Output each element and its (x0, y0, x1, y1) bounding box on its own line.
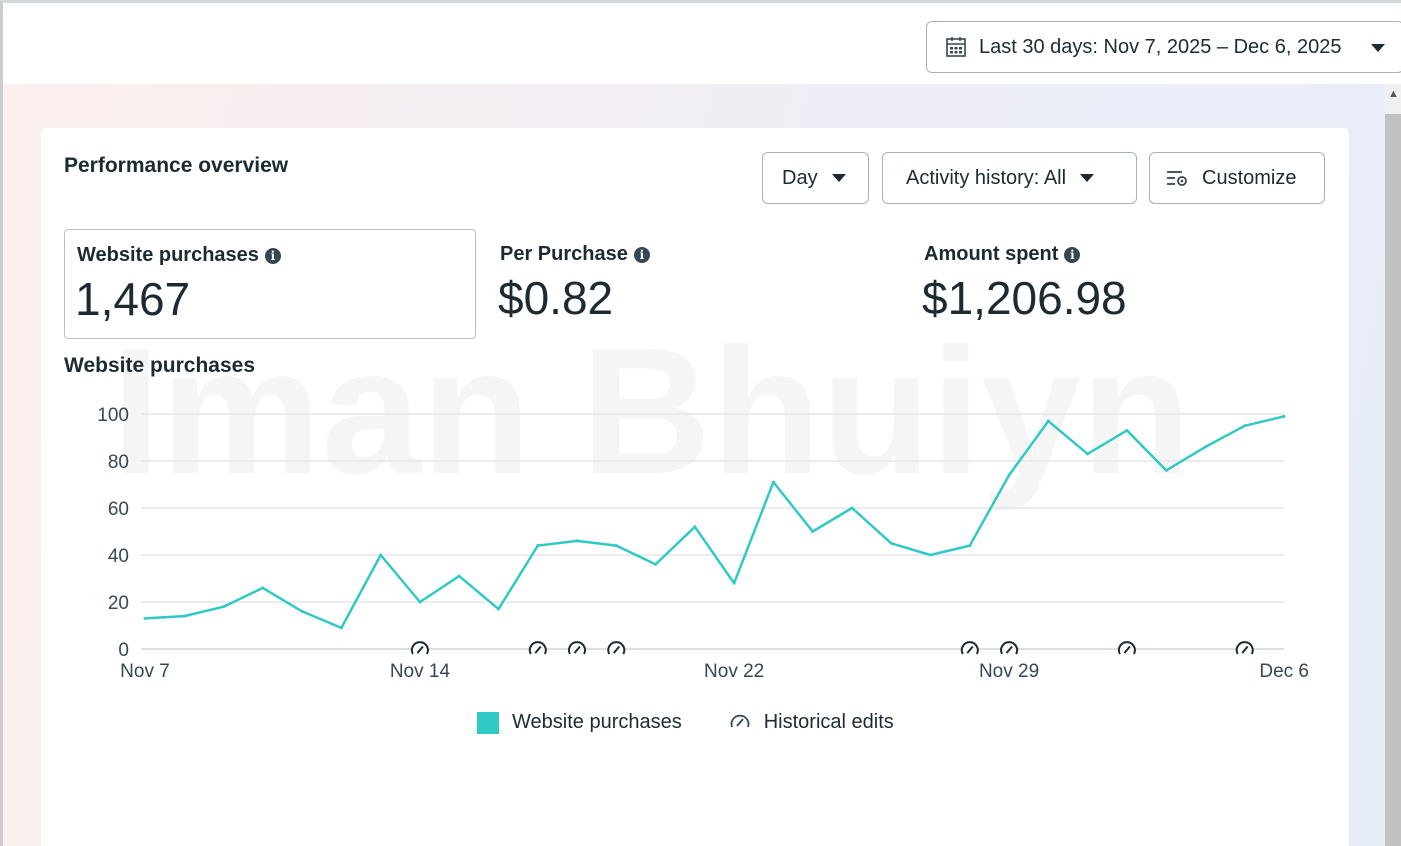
card-title: Performance overview (64, 154, 289, 177)
date-range-picker[interactable]: Last 30 days: Nov 7, 2025 – Dec 6, 2025 (926, 21, 1401, 73)
y-tick-label: 0 (118, 640, 129, 661)
data-point (143, 616, 147, 620)
data-point (339, 626, 343, 630)
info-icon[interactable]: i (264, 247, 281, 264)
historical-edit-marker[interactable] (568, 641, 586, 655)
metric-amount-spent[interactable]: Amount spent i $1,206.98 (912, 229, 1312, 339)
historical-edit-icon (730, 714, 750, 727)
historical-edit-marker[interactable] (1117, 641, 1136, 655)
data-point (457, 574, 461, 578)
data-point (929, 553, 933, 557)
data-point (536, 544, 540, 548)
customize-label: Customize (1202, 166, 1297, 189)
metric-label-row: Amount spent i (924, 243, 1081, 266)
historical-edit-marker[interactable] (1235, 641, 1254, 655)
data-point (850, 506, 854, 510)
data-point (771, 480, 775, 484)
metric-value: $1,206.98 (922, 272, 1127, 324)
data-point (1243, 424, 1247, 428)
metric-label-row: Per Purchase i (500, 243, 650, 266)
y-tick-label: 40 (108, 546, 129, 567)
activity-history-dropdown[interactable]: Activity history: All (882, 152, 1137, 204)
x-tick-label: Nov 22 (704, 661, 764, 682)
data-point (1203, 445, 1207, 449)
x-tick-label: Dec 6 (1259, 661, 1309, 682)
y-tick-label: 60 (108, 499, 129, 520)
legend-swatch-website-purchases (477, 711, 499, 734)
calendar-icon (946, 37, 966, 57)
scroll-up-arrow-icon[interactable]: ▲ (1388, 88, 1399, 100)
info-icon[interactable]: i (633, 246, 650, 263)
data-point (496, 607, 500, 611)
historical-edit-marker[interactable] (960, 641, 979, 655)
data-point (418, 600, 422, 604)
chevron-down-icon (1080, 173, 1095, 182)
chevron-down-icon (831, 173, 846, 182)
data-point (693, 525, 697, 529)
historical-edit-marker[interactable] (607, 641, 626, 655)
customize-settings-icon (1167, 171, 1187, 186)
metric-label-row: Website purchases i (77, 244, 281, 267)
metric-website-purchases[interactable]: Website purchases i 1,467 (64, 229, 476, 339)
data-point (575, 539, 579, 543)
historical-edit-marker[interactable] (528, 641, 547, 655)
data-point (1282, 414, 1286, 418)
data-point (889, 541, 893, 545)
performance-overview-card: Iman Bhuiyn Performance overview Day Act… (41, 128, 1349, 846)
data-point (1007, 473, 1011, 477)
customize-button[interactable]: Customize (1149, 152, 1325, 204)
legend-label-historical-edits: Historical edits (763, 711, 894, 733)
x-tick-label: Nov 14 (390, 661, 451, 682)
granularity-dropdown[interactable]: Day (762, 152, 869, 204)
data-point (614, 544, 618, 548)
chart-title: Website purchases (64, 354, 256, 377)
data-point (222, 605, 226, 609)
x-tick-label: Nov 7 (120, 661, 170, 682)
data-point (811, 530, 815, 533)
historical-edit-marker[interactable] (1000, 641, 1019, 655)
metric-label: Per Purchase (500, 243, 628, 265)
metric-label: Amount spent (924, 243, 1059, 265)
historical-edit-marker[interactable] (410, 641, 429, 655)
data-point (968, 544, 972, 548)
data-point (732, 581, 736, 585)
info-icon[interactable]: i (1064, 246, 1081, 263)
chevron-down-icon (1371, 44, 1385, 52)
data-point (654, 562, 658, 566)
x-tick-label: Nov 29 (979, 661, 1039, 682)
activity-history-label: Activity history: All (906, 166, 1067, 189)
data-point (261, 586, 265, 590)
data-point (182, 614, 186, 618)
y-tick-label: 100 (97, 405, 129, 426)
y-tick-label: 80 (108, 452, 129, 473)
data-point (1086, 452, 1090, 456)
data-point (1164, 468, 1168, 472)
metric-per-purchase[interactable]: Per Purchase i $0.82 (488, 229, 888, 339)
series-line-website-purchases (144, 415, 1285, 630)
line-chart: 0 20 40 60 80 100 Nov 7 Nov 14 Nov 22 Nov 29 Dec 6 (97, 405, 1309, 682)
data-point (300, 609, 304, 613)
top-toolbar: Last 30 days: Nov 7, 2025 – Dec 6, 2025 (0, 0, 1401, 84)
metric-value: 1,467 (75, 273, 191, 325)
metric-label: Website purchases (77, 244, 259, 266)
data-point (1046, 419, 1050, 423)
chart-legend: Website purchases Historical edits (477, 711, 894, 734)
metric-value: $0.82 (498, 272, 614, 324)
scrollbar-thumb[interactable] (1385, 114, 1401, 846)
data-point (379, 553, 383, 557)
data-point (1125, 428, 1129, 432)
legend-label-website-purchases: Website purchases (512, 711, 682, 733)
granularity-label: Day (782, 166, 818, 189)
date-range-label: Last 30 days: Nov 7, 2025 – Dec 6, 2025 (979, 35, 1342, 58)
y-tick-label: 20 (108, 593, 129, 614)
legend-item-historical-edits: Historical edits (728, 711, 894, 734)
